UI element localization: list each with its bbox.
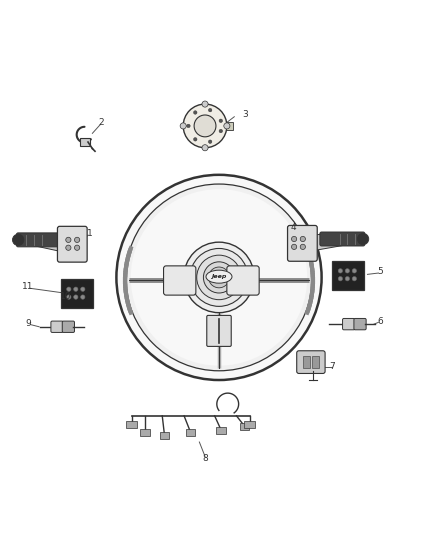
Text: 7: 7 xyxy=(330,361,336,370)
FancyBboxPatch shape xyxy=(57,227,87,262)
Circle shape xyxy=(126,184,312,371)
FancyBboxPatch shape xyxy=(216,427,226,434)
FancyBboxPatch shape xyxy=(244,421,255,427)
Text: 10: 10 xyxy=(60,292,71,301)
Text: 3: 3 xyxy=(242,110,248,119)
Circle shape xyxy=(208,267,230,288)
Circle shape xyxy=(66,245,71,251)
FancyBboxPatch shape xyxy=(288,225,317,261)
Text: 6: 6 xyxy=(378,317,383,326)
Text: 9: 9 xyxy=(25,319,31,328)
FancyBboxPatch shape xyxy=(186,430,195,437)
FancyBboxPatch shape xyxy=(226,123,233,130)
Polygon shape xyxy=(31,235,60,251)
Circle shape xyxy=(352,277,357,281)
Circle shape xyxy=(208,108,212,112)
Text: 2: 2 xyxy=(98,118,104,127)
Circle shape xyxy=(219,130,223,133)
FancyBboxPatch shape xyxy=(126,422,138,429)
Circle shape xyxy=(194,115,216,137)
Circle shape xyxy=(131,189,307,366)
Circle shape xyxy=(357,233,369,245)
Circle shape xyxy=(74,237,80,243)
FancyBboxPatch shape xyxy=(60,279,93,308)
Circle shape xyxy=(338,269,343,273)
Circle shape xyxy=(12,234,24,246)
Circle shape xyxy=(183,104,227,148)
Circle shape xyxy=(81,295,85,299)
Circle shape xyxy=(81,287,85,292)
FancyBboxPatch shape xyxy=(297,351,325,374)
FancyBboxPatch shape xyxy=(80,138,90,147)
Circle shape xyxy=(74,295,78,299)
Circle shape xyxy=(66,237,71,243)
Circle shape xyxy=(67,295,71,299)
FancyBboxPatch shape xyxy=(207,316,231,346)
FancyBboxPatch shape xyxy=(354,318,366,330)
FancyBboxPatch shape xyxy=(320,232,365,246)
Circle shape xyxy=(194,138,197,141)
Circle shape xyxy=(117,175,321,380)
Text: 4: 4 xyxy=(290,223,296,232)
Circle shape xyxy=(202,101,208,107)
Text: 5: 5 xyxy=(378,267,383,276)
Text: 1: 1 xyxy=(87,229,93,238)
Circle shape xyxy=(187,124,190,128)
FancyBboxPatch shape xyxy=(332,261,364,289)
Circle shape xyxy=(197,255,241,300)
FancyBboxPatch shape xyxy=(159,432,169,439)
Circle shape xyxy=(224,123,230,129)
Circle shape xyxy=(74,245,80,251)
Circle shape xyxy=(300,244,305,249)
FancyBboxPatch shape xyxy=(227,266,259,295)
FancyBboxPatch shape xyxy=(16,233,61,247)
FancyBboxPatch shape xyxy=(240,423,249,430)
Circle shape xyxy=(345,269,350,273)
FancyBboxPatch shape xyxy=(140,430,150,437)
FancyBboxPatch shape xyxy=(311,356,318,368)
Text: 11: 11 xyxy=(22,281,34,290)
Circle shape xyxy=(202,144,208,151)
FancyBboxPatch shape xyxy=(163,266,196,295)
Circle shape xyxy=(203,262,235,293)
Circle shape xyxy=(338,277,343,281)
Circle shape xyxy=(184,242,254,313)
Circle shape xyxy=(190,248,248,306)
Circle shape xyxy=(291,244,297,249)
Text: Jeep: Jeep xyxy=(211,274,227,279)
FancyBboxPatch shape xyxy=(62,321,74,333)
Circle shape xyxy=(291,236,297,241)
Circle shape xyxy=(208,140,212,143)
Circle shape xyxy=(180,123,186,129)
Polygon shape xyxy=(315,234,350,251)
Text: 8: 8 xyxy=(202,454,208,463)
Circle shape xyxy=(219,119,223,123)
FancyBboxPatch shape xyxy=(303,356,310,368)
Circle shape xyxy=(345,277,350,281)
FancyBboxPatch shape xyxy=(343,318,355,330)
Circle shape xyxy=(194,111,197,114)
Circle shape xyxy=(67,287,71,292)
Circle shape xyxy=(352,269,357,273)
Circle shape xyxy=(300,236,305,241)
FancyBboxPatch shape xyxy=(51,321,63,333)
Circle shape xyxy=(74,287,78,292)
Ellipse shape xyxy=(206,270,232,283)
